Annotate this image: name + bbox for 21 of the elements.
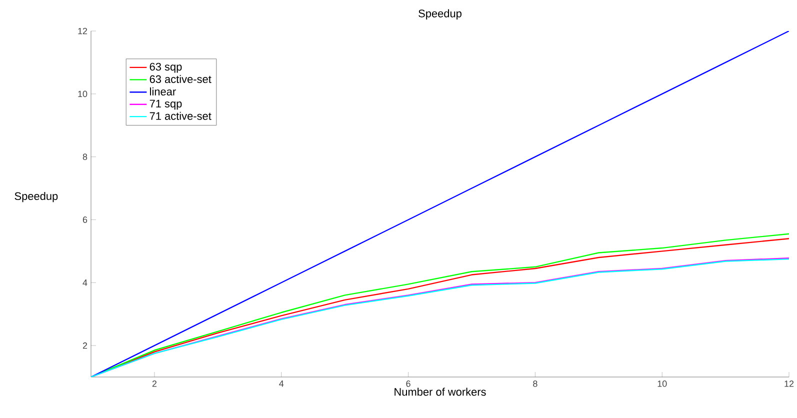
chart-title: Speedup [418, 9, 462, 20]
y-axis-title: Speedup [14, 192, 58, 202]
line-series [91, 30, 790, 377]
legend-label: 71 sqp [150, 100, 182, 110]
x-tick-label: 6 [406, 380, 410, 387]
y-tick-label: 4 [82, 280, 88, 286]
legend-label: 63 active-set [150, 74, 212, 84]
y-tick-label: 10 [78, 90, 88, 98]
x-tick-label: 2 [152, 380, 156, 387]
x-tick-label: 8 [533, 380, 538, 387]
y-tick-label: 12 [78, 28, 88, 34]
y-tick-label: 6 [82, 216, 88, 223]
x-tick-label: 12 [784, 380, 794, 387]
legend-label: linear [150, 87, 176, 96]
x-tick-label: 10 [658, 380, 667, 387]
x-tick-label: 4 [279, 380, 284, 387]
y-tick-label: 8 [82, 154, 88, 160]
y-tick-label: 2 [82, 342, 88, 349]
legend-label: 71 active-set [150, 112, 212, 120]
x-axis-title: Number of workers [394, 388, 486, 396]
legend-label: 63 sqp [150, 62, 182, 73]
